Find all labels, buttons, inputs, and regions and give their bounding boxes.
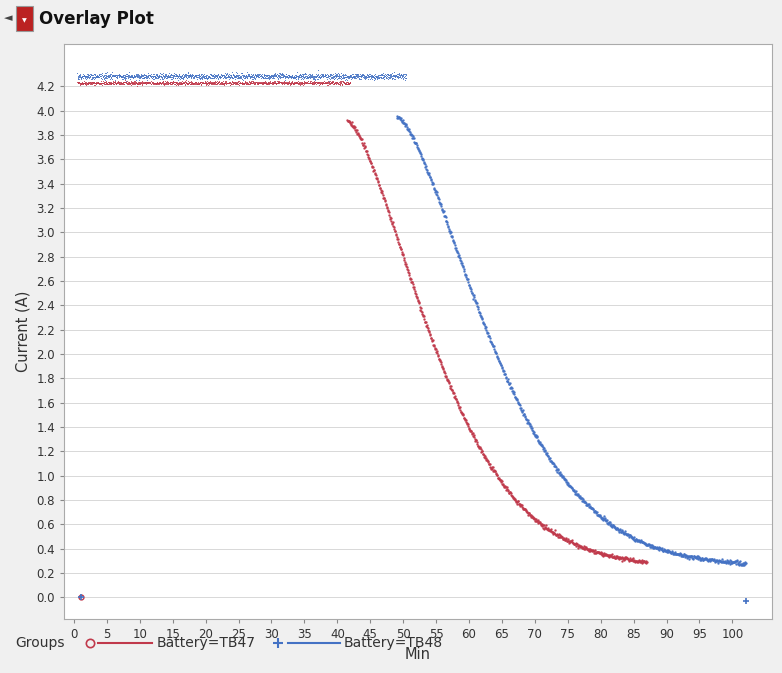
Text: Overlay Plot: Overlay Plot: [39, 9, 154, 28]
Text: ◄: ◄: [4, 13, 12, 24]
Y-axis label: Current (A): Current (A): [16, 291, 30, 372]
X-axis label: Min: Min: [405, 647, 431, 662]
Text: Battery=TB48: Battery=TB48: [344, 636, 443, 649]
Text: ▼: ▼: [22, 18, 27, 23]
FancyBboxPatch shape: [16, 5, 33, 32]
Text: Groups: Groups: [16, 636, 65, 649]
Text: Battery=TB47: Battery=TB47: [156, 636, 256, 649]
